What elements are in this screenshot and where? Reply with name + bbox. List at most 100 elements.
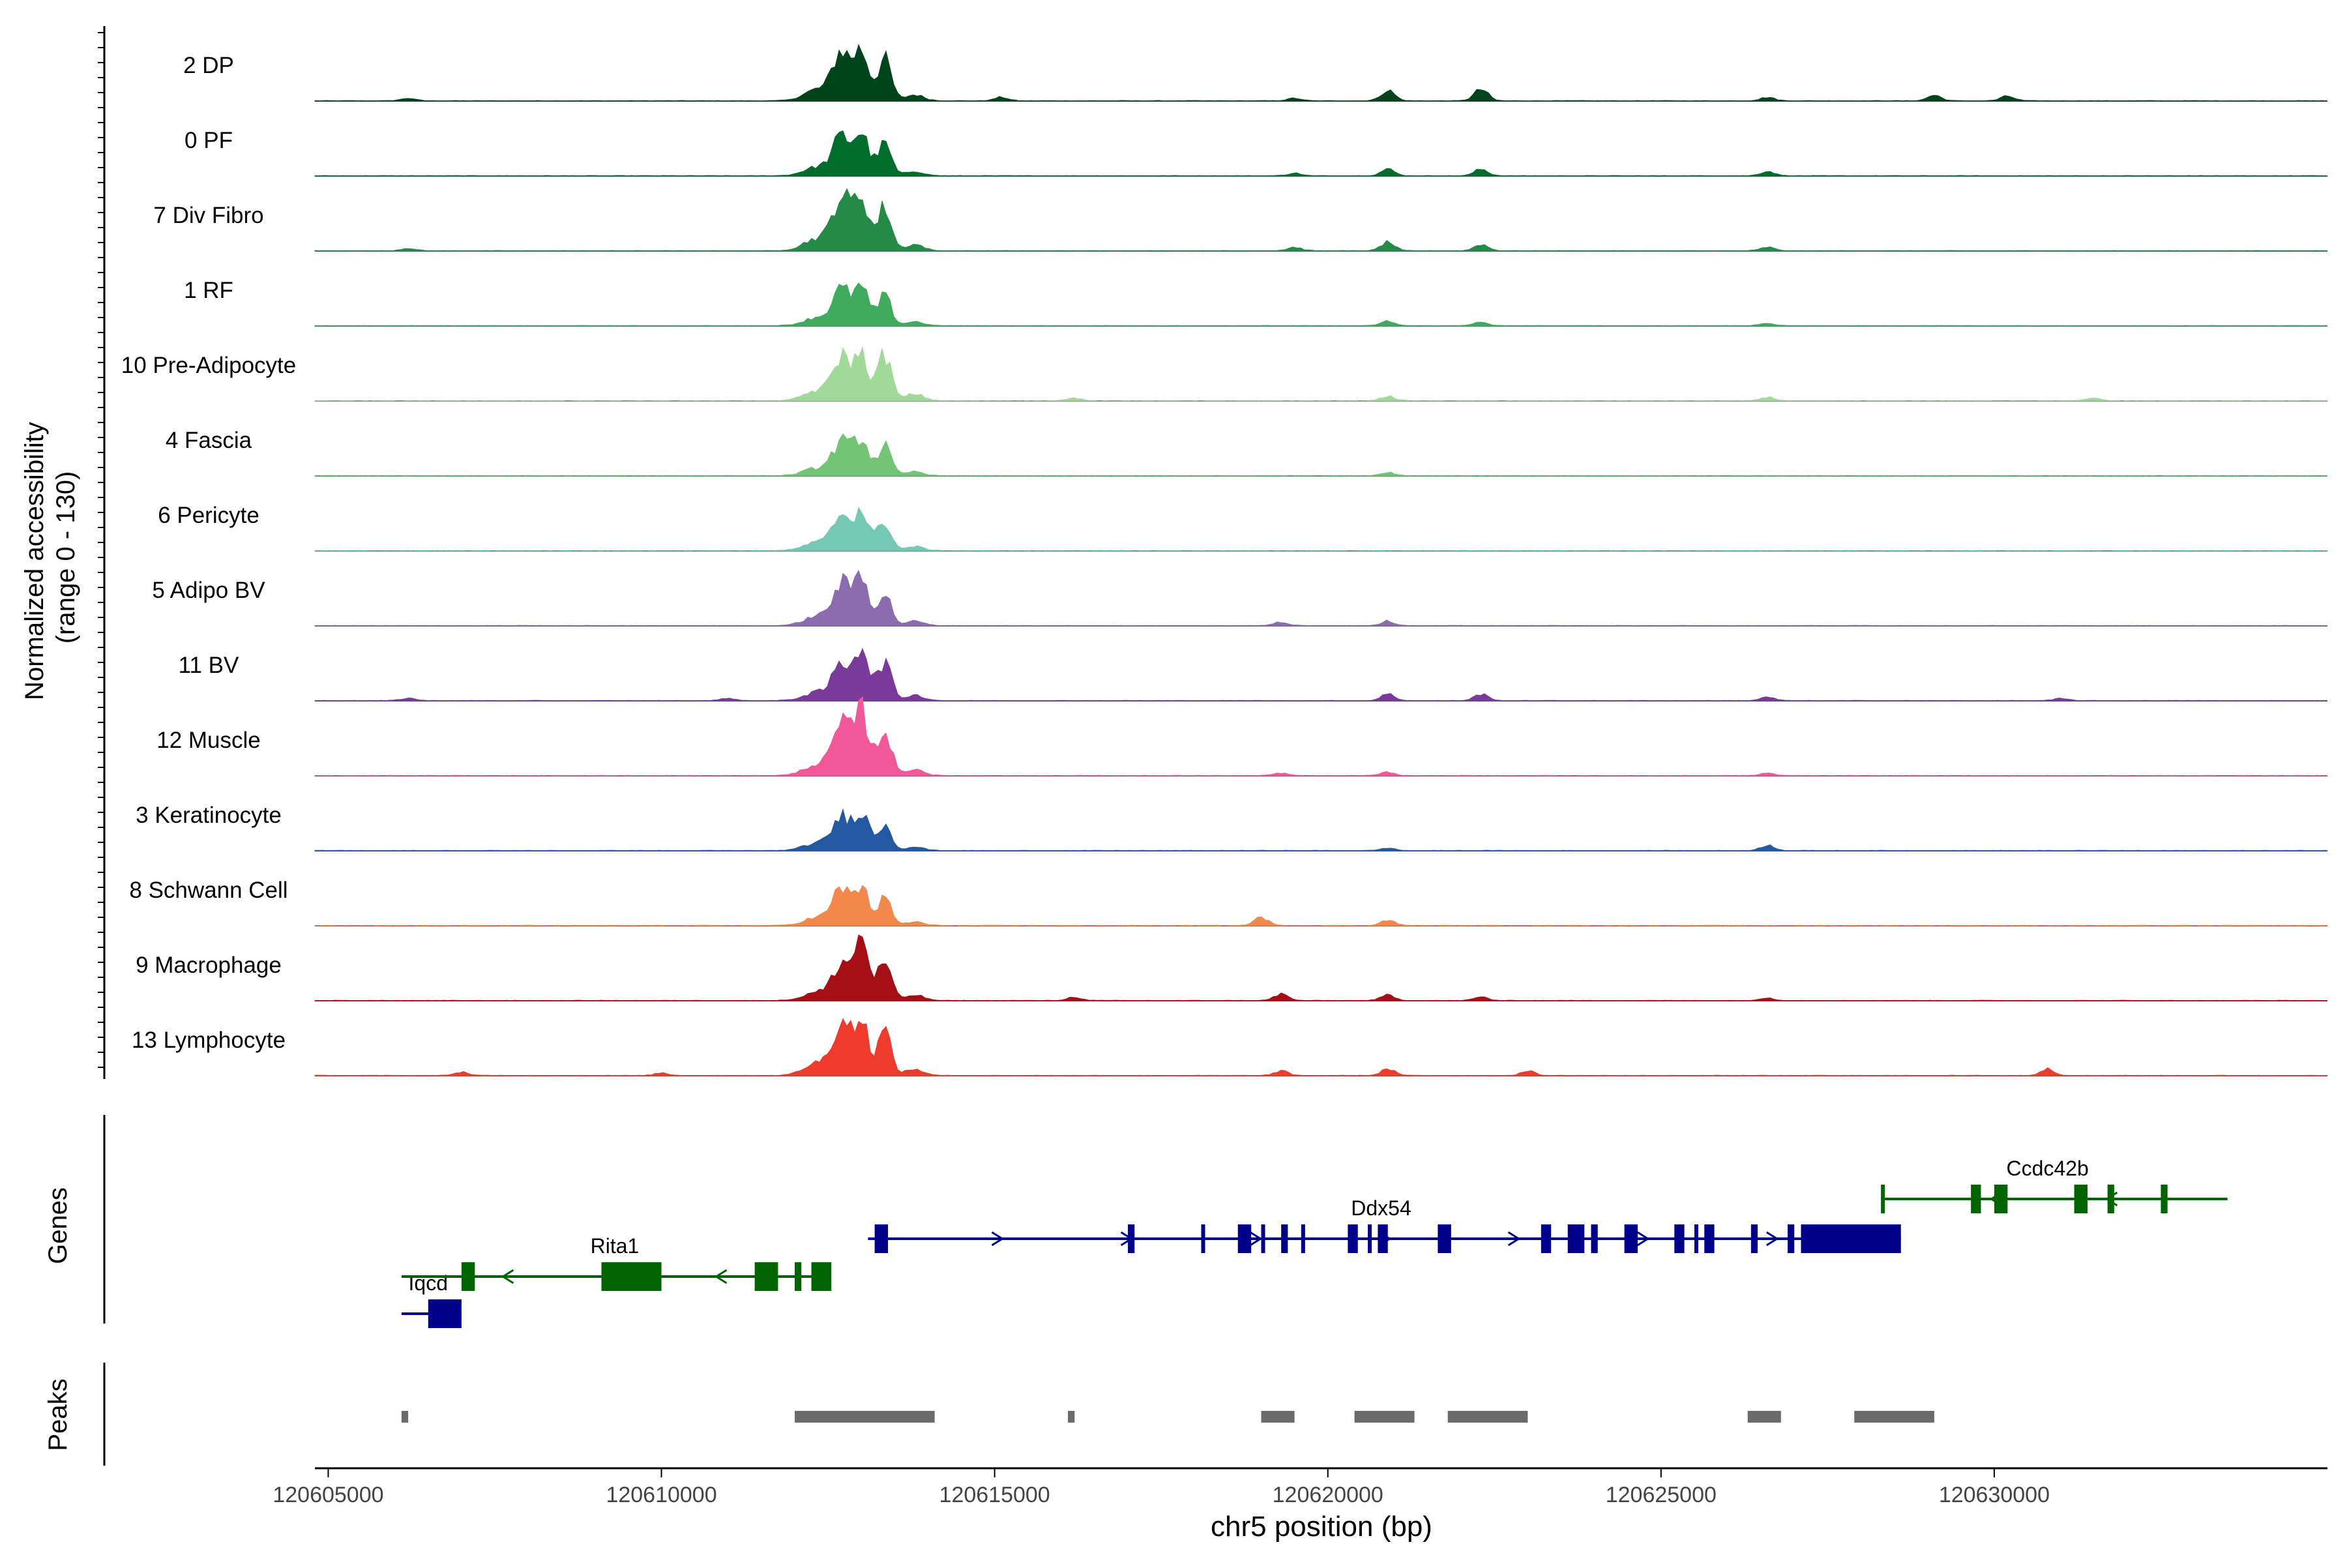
track-label: 5 Adipo BV — [152, 578, 265, 603]
gene-exon — [2107, 1185, 2114, 1213]
track-13-lymphocyte: 13 Lymphocyte — [132, 1018, 2328, 1076]
track-label: 8 Schwann Cell — [129, 878, 288, 903]
y-axis-label-line2: (range 0 - 130) — [52, 471, 80, 644]
y-axis — [98, 26, 106, 1466]
track-0-pf: 0 PF — [185, 128, 2328, 177]
gene-exon — [1368, 1224, 1372, 1253]
x-tick-label: 120610000 — [606, 1483, 716, 1507]
track-12-muscle: 12 Muscle — [156, 696, 2328, 777]
gene-exon — [1237, 1224, 1252, 1253]
gene-ddx54: Ddx54 — [868, 1196, 1901, 1253]
gene-exon — [1994, 1185, 2008, 1213]
track-8-schwann-cell: 8 Schwann Cell — [129, 878, 2328, 926]
peak-region — [1854, 1411, 1934, 1423]
peak-region — [1068, 1411, 1075, 1423]
track-2-dp: 2 DP — [183, 44, 2328, 102]
track-11-bv: 11 BV — [179, 647, 2328, 702]
track-label: 10 Pre-Adipocyte — [121, 353, 296, 378]
strand-arrow — [501, 1269, 514, 1284]
track-label: 9 Macrophage — [136, 953, 282, 978]
x-tick-label: 120630000 — [1939, 1483, 2050, 1507]
gene-exon — [1281, 1224, 1288, 1253]
coverage-area — [314, 346, 2328, 402]
gene-exon — [1674, 1224, 1685, 1253]
peak-region — [1261, 1411, 1295, 1423]
track-7-div-fibro: 7 Div Fibro — [153, 188, 2328, 252]
coverage-area — [314, 433, 2328, 477]
track-9-macrophage: 9 Macrophage — [136, 934, 2328, 1001]
y-axis-label: Normalized accessibility (range 0 - 130) — [20, 415, 80, 700]
gene-exon — [1801, 1224, 1901, 1253]
peak-region — [1354, 1411, 1415, 1423]
track-label: 0 PF — [185, 128, 233, 153]
x-tick-label: 120615000 — [939, 1483, 1050, 1507]
gene-exon — [601, 1262, 662, 1291]
track-label: 13 Lymphocyte — [132, 1028, 286, 1053]
peaks-axis-label: Peaks — [44, 1378, 72, 1451]
track-label: 4 Fascia — [166, 428, 252, 453]
x-axis-label: chr5 position (bp) — [1211, 1511, 1432, 1543]
coverage-area — [314, 1018, 2328, 1076]
gene-exon — [2074, 1185, 2088, 1213]
strand-arrow — [1507, 1231, 1521, 1247]
x-tick-label: 120620000 — [1273, 1483, 1383, 1507]
coverage-area — [314, 696, 2328, 777]
gene-ccdc42b: Ccdc42b — [1881, 1157, 2228, 1213]
gene-exon — [1378, 1224, 1388, 1253]
gene-exon — [811, 1262, 832, 1291]
gene-exon — [1348, 1224, 1358, 1253]
x-tick-label: 120605000 — [273, 1483, 383, 1507]
track-label: 6 Pericyte — [158, 503, 259, 528]
gene-exon — [1438, 1224, 1451, 1253]
strand-arrow — [1636, 1231, 1650, 1247]
gene-label: Iqcd — [409, 1271, 448, 1295]
gene-iqcd: Iqcd — [401, 1271, 462, 1328]
gene-exon — [1788, 1224, 1795, 1253]
coverage-area — [314, 44, 2328, 102]
track-label: 3 Keratinocyte — [136, 803, 282, 828]
gene-exon — [1128, 1224, 1135, 1253]
peak-region — [401, 1411, 409, 1423]
track-label: 1 RF — [184, 278, 233, 303]
strand-arrow — [1249, 1231, 1263, 1247]
gene-exon — [1624, 1224, 1638, 1253]
gene-exon — [754, 1262, 778, 1291]
gene-label: Rita1 — [591, 1234, 640, 1258]
gene-exon — [428, 1299, 462, 1328]
track-3-keratinocyte: 3 Keratinocyte — [136, 803, 2328, 851]
gene-exon — [874, 1224, 889, 1253]
genes-axis-label: Genes — [44, 1187, 72, 1264]
gene-exon — [1301, 1224, 1305, 1253]
coverage-area — [314, 934, 2328, 1001]
peaks-track — [401, 1411, 1934, 1423]
gene-exon — [461, 1262, 475, 1291]
gene-exon — [1201, 1224, 1205, 1253]
coverage-area — [314, 130, 2328, 177]
track-label: 11 BV — [179, 653, 239, 678]
coverage-area — [314, 570, 2328, 627]
strand-arrow — [1765, 1231, 1779, 1247]
gene-exon — [1591, 1224, 1598, 1253]
coverage-area — [314, 647, 2328, 702]
y-axis-label-line1: Normalized accessibility — [20, 422, 49, 700]
gene-exon — [1541, 1224, 1552, 1253]
gene-exon — [1971, 1185, 1981, 1213]
gene-exon — [1881, 1185, 1885, 1213]
strand-arrow — [991, 1231, 1005, 1247]
track-label: 2 DP — [183, 53, 234, 78]
gene-exon — [1694, 1224, 1698, 1253]
gene-rita1: Rita1 — [401, 1234, 832, 1291]
gene-exon — [1567, 1224, 1585, 1253]
gene-annotation-track: Iqcd Rita1 Ddx54 Ccdc42b — [401, 1157, 2228, 1328]
coverage-area — [314, 188, 2328, 252]
track-4-fascia: 4 Fascia — [166, 428, 2328, 477]
gene-exon — [1704, 1224, 1715, 1253]
peak-region — [1747, 1411, 1781, 1423]
coverage-area — [314, 885, 2328, 926]
track-5-adipo-bv: 5 Adipo BV — [152, 570, 2328, 627]
track-label: 7 Div Fibro — [153, 203, 263, 228]
track-6-pericyte: 6 Pericyte — [158, 503, 2328, 552]
coverage-area — [314, 507, 2328, 552]
